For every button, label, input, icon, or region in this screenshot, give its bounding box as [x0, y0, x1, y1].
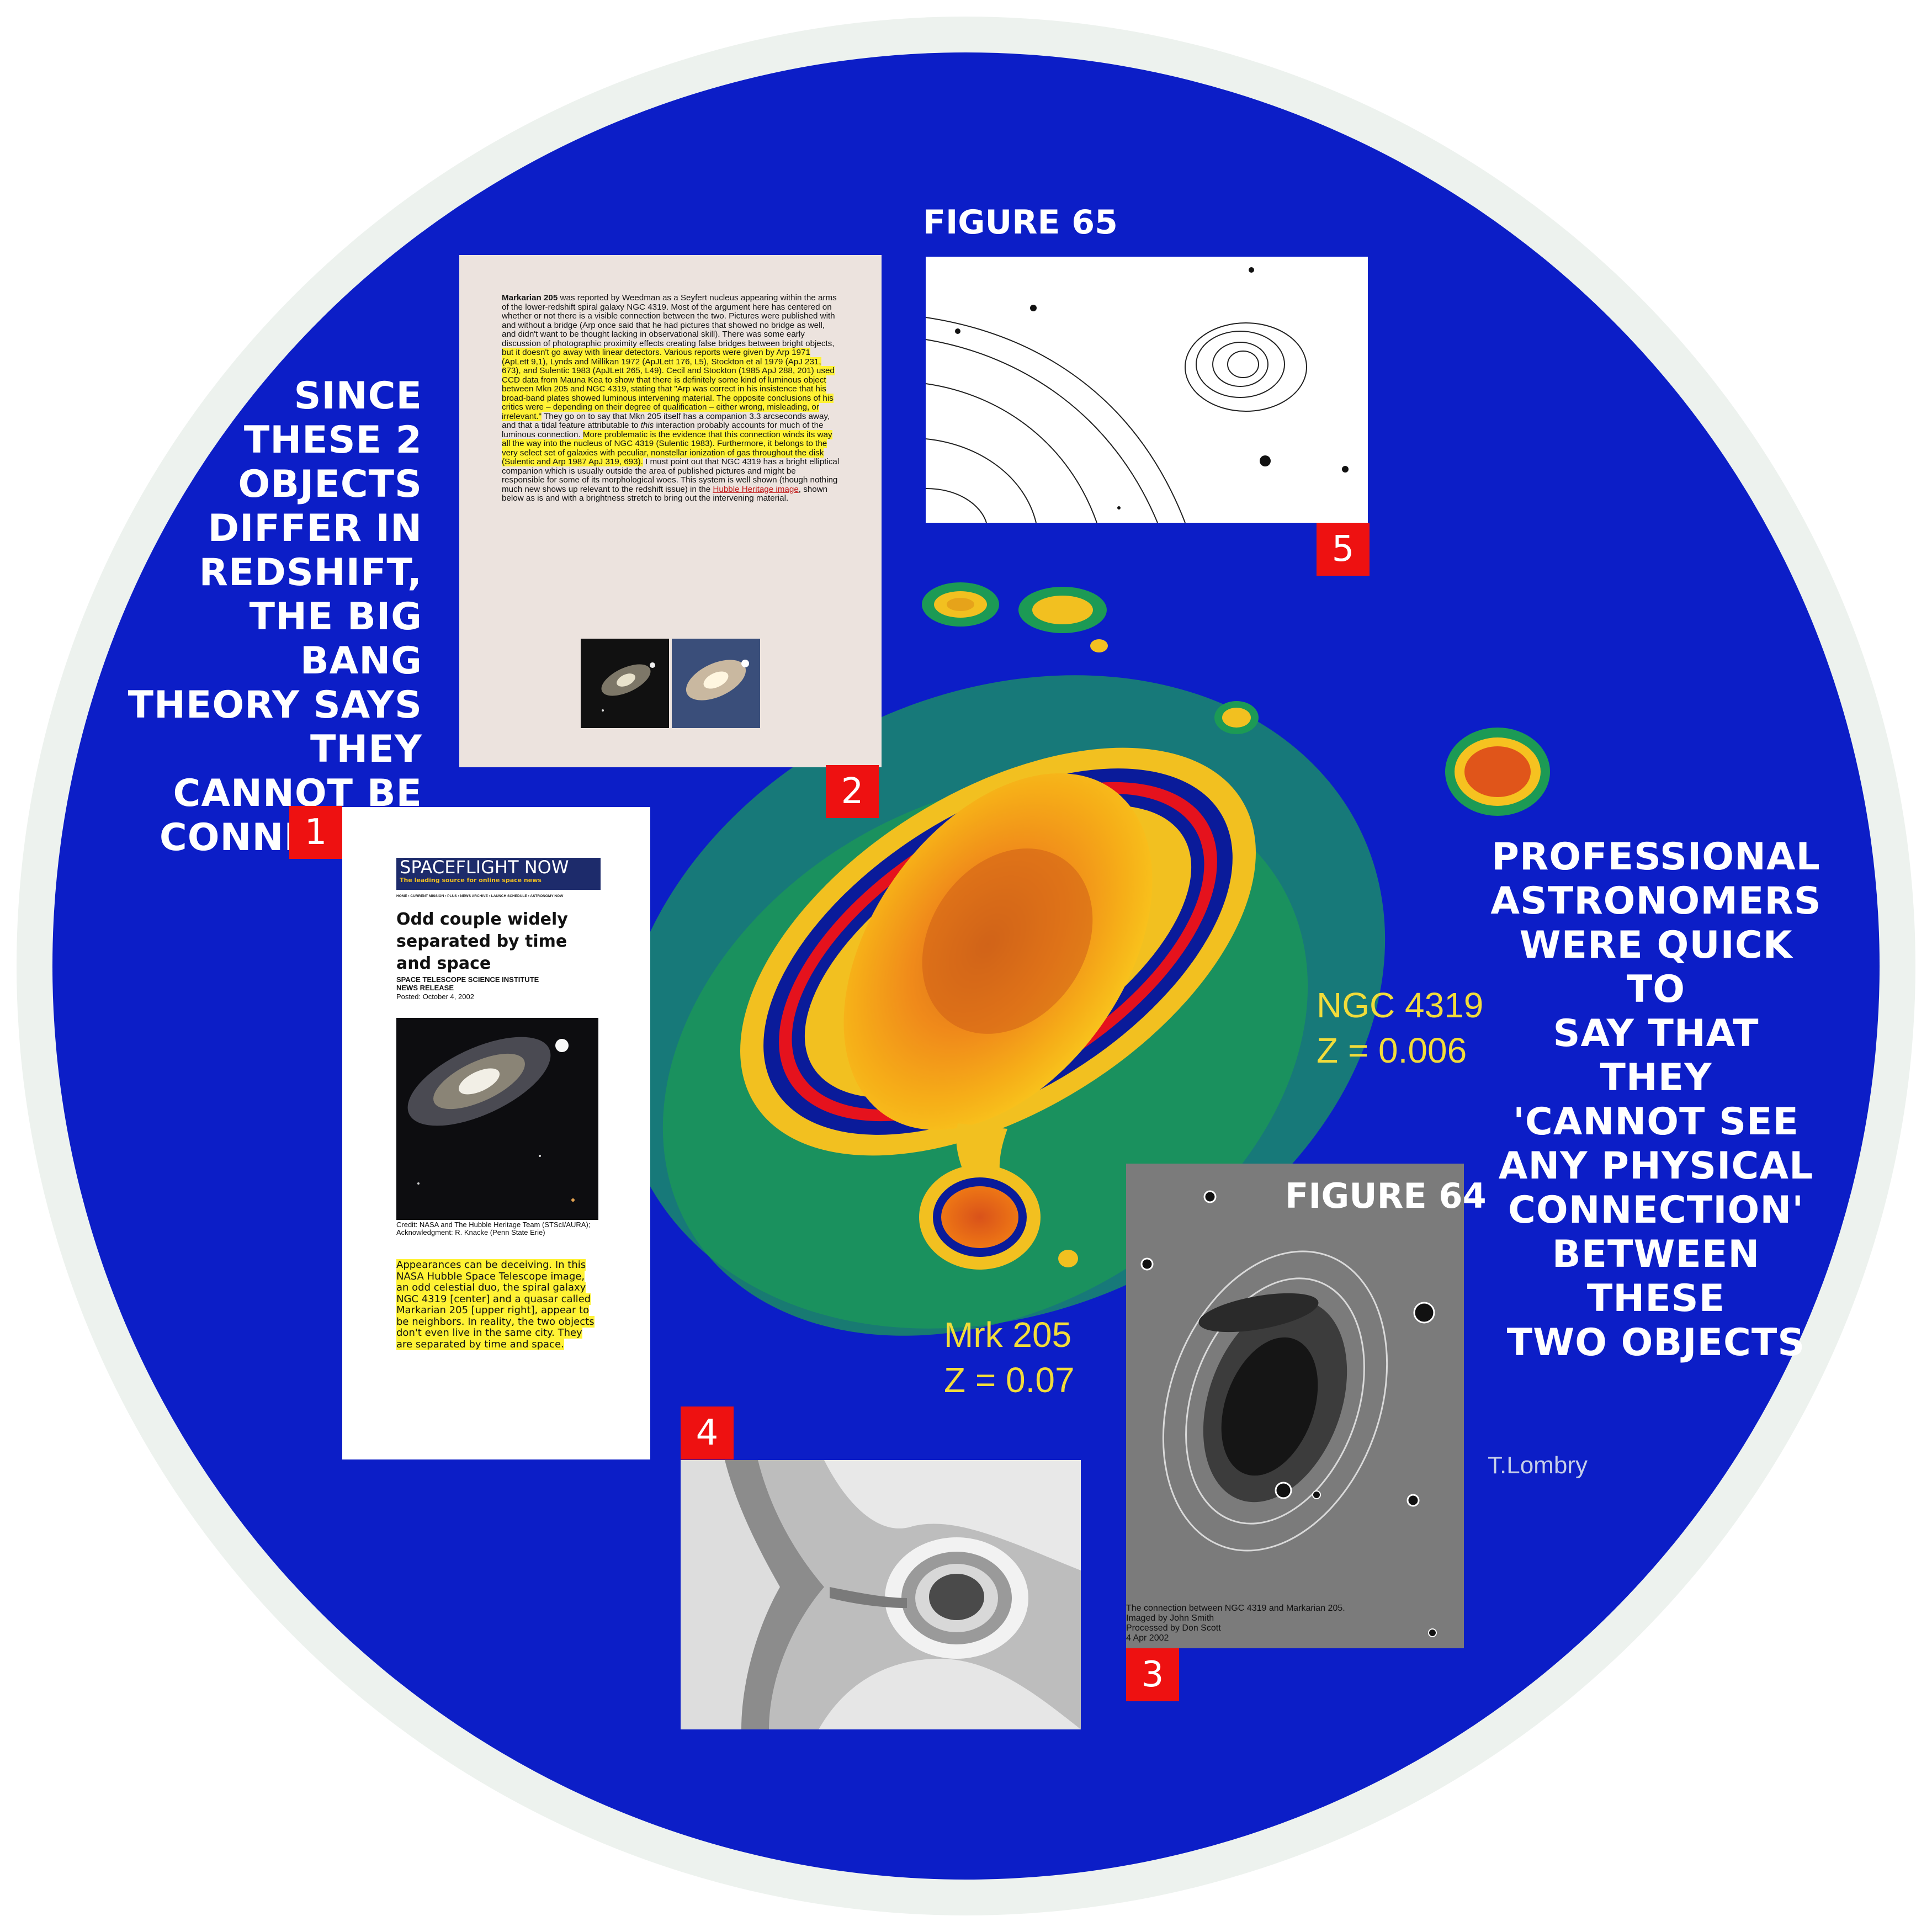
article-source-line2: NEWS RELEASE	[396, 984, 454, 992]
right-callout-line: CONNECTION'	[1508, 1188, 1804, 1232]
excerpt-text: They go on to say that Mkn 205 itself ha…	[502, 411, 830, 430]
spaceflight-now-tagline: The leading source for online space news	[400, 877, 542, 884]
summary-text: Appearances can be deceiving. In this NA…	[396, 1259, 595, 1350]
excerpt-text: interaction probably accounts for much o…	[502, 421, 824, 439]
figure-65-contour-map	[926, 257, 1368, 523]
right-callout-line: WERE QUICK TO	[1519, 923, 1793, 1011]
left-callout-line: THE BIG BANG	[249, 595, 422, 683]
excerpt-emphasis: this	[640, 421, 654, 430]
article-highlighted-summary: Appearances can be deceiving. In this NA…	[396, 1259, 595, 1350]
article-headline: Odd couple widely separated by time and …	[396, 910, 568, 973]
caption-line: The connection between NGC 4319 and Mark…	[1126, 1604, 1345, 1613]
left-callout-line: DIFFER IN	[208, 507, 422, 550]
ngc4319-name-label: NGC 4319	[1317, 985, 1484, 1025]
left-callout: SINCE THESE 2 OBJECTS DIFFER IN REDSHIFT…	[127, 374, 422, 860]
hubble-thumbnail-pair	[581, 639, 760, 728]
left-callout-line: THEY CANNOT BE	[173, 728, 422, 815]
article-source-line1: SPACE TELESCOPE SCIENCE INSTITUTE	[396, 975, 539, 984]
left-callout-line: THESE 2	[243, 418, 422, 462]
panel-news-article: SPACEFLIGHT NOW The leading source for o…	[342, 807, 650, 1459]
excerpt-text: , shown below as is and with a brightnes…	[502, 484, 828, 503]
badge-4: 4	[681, 1406, 734, 1459]
caption-line: 4 Apr 2002	[1126, 1633, 1169, 1643]
figure-65-title: FIGURE 65	[923, 203, 1118, 242]
right-callout-line: 'CANNOT SEE	[1513, 1100, 1799, 1144]
right-callout-line: SAY THAT THEY	[1553, 1012, 1759, 1100]
right-callout-line: ASTRONOMERS	[1490, 879, 1822, 923]
left-callout-line: SINCE	[294, 374, 422, 418]
excerpt-text: I must point out that NGC 4319 has a bri…	[502, 457, 840, 494]
figure-64-contour-image	[1126, 1164, 1464, 1648]
badge-5: 5	[1317, 523, 1370, 576]
site-nav[interactable]: HOME • CURRENT MISSION • PLUS • NEWS ARC…	[396, 894, 564, 898]
right-callout-line: TWO OBJECTS	[1506, 1321, 1806, 1365]
excerpt-lead: Markarian 205	[502, 293, 558, 302]
article-posted-date: Posted: October 4, 2002	[396, 992, 474, 1001]
mrk205-name-label: Mrk 205	[944, 1315, 1072, 1355]
figure-64-title: FIGURE 64	[1285, 1176, 1487, 1216]
figure-64-caption: The connection between NGC 4319 and Mark…	[1126, 1604, 1457, 1643]
badge-2: 2	[826, 765, 879, 818]
hubble-heritage-link[interactable]: Hubble Heritage image	[713, 484, 799, 494]
hubble-galaxy-photo	[396, 1018, 598, 1220]
right-callout-line: BETWEEN THESE	[1552, 1233, 1760, 1320]
figure-4-isophote-image	[681, 1460, 1081, 1729]
badge-3: 3	[1126, 1648, 1179, 1701]
excerpt-highlight: but it doesn't go away with linear detec…	[502, 348, 835, 421]
caption-line: Processed by Don Scott	[1126, 1623, 1221, 1633]
spaceflight-now-logo: SPACEFLIGHT NOW	[400, 857, 569, 878]
photo-credit: Credit: NASA and The Hubble Heritage Tea…	[396, 1220, 591, 1236]
excerpt-body: Markarian 205 was reported by Weedman as…	[502, 293, 840, 503]
excerpt-text: was reported by Weedman as a Seyfert nuc…	[502, 293, 837, 348]
left-callout-line: REDSHIFT,	[199, 551, 422, 595]
image-credit-label: T.Lombry	[1488, 1452, 1588, 1479]
right-callout-line: PROFESSIONAL	[1492, 835, 1820, 879]
left-callout-line: OBJECTS	[238, 463, 422, 506]
mrk205-redshift-label: Z = 0.07	[944, 1360, 1075, 1400]
badge-1: 1	[289, 806, 342, 859]
left-callout-line: THEORY SAYS	[128, 683, 422, 727]
spaceflight-now-logo-bar: SPACEFLIGHT NOW The leading source for o…	[396, 858, 601, 890]
false-color-galaxy-image	[618, 582, 1550, 1336]
panel-text-excerpt: Markarian 205 was reported by Weedman as…	[459, 255, 882, 767]
caption-line: Imaged by John Smith	[1126, 1613, 1214, 1623]
right-callout: PROFESSIONAL ASTRONOMERS WERE QUICK TO S…	[1490, 835, 1822, 1365]
right-callout-line: ANY PHYSICAL	[1498, 1144, 1814, 1188]
ngc4319-redshift-label: Z = 0.006	[1317, 1031, 1467, 1070]
